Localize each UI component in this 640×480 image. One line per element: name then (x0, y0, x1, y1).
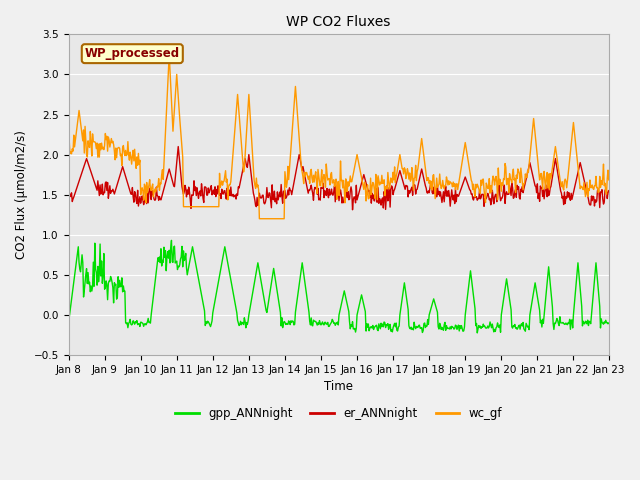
Y-axis label: CO2 Flux (μmol/m2/s): CO2 Flux (μmol/m2/s) (15, 130, 28, 259)
wc_gf (406, 170, 413, 176)
gpp_ANNnight (474, 330, 481, 336)
wc_gf (214, 204, 222, 210)
gpp_ANNnight (130, 319, 138, 325)
wc_gf (255, 216, 263, 222)
er_ANNnight (349, 207, 356, 213)
Line: er_ANNnight: er_ANNnight (68, 146, 609, 210)
X-axis label: Time: Time (324, 380, 353, 393)
Line: gpp_ANNnight: gpp_ANNnight (68, 240, 609, 333)
wc_gf (74, 114, 82, 120)
er_ANNnight (406, 190, 413, 196)
gpp_ANNnight (421, 320, 429, 326)
gpp_ANNnight (186, 260, 193, 266)
gpp_ANNnight (74, 244, 82, 250)
wc_gf (605, 177, 612, 183)
gpp_ANNnight (214, 281, 222, 287)
wc_gf (186, 204, 193, 210)
er_ANNnight (422, 183, 429, 189)
Text: WP_processed: WP_processed (84, 47, 180, 60)
er_ANNnight (65, 193, 72, 199)
gpp_ANNnight (405, 323, 413, 329)
er_ANNnight (174, 144, 182, 149)
er_ANNnight (186, 189, 193, 195)
wc_gf (65, 144, 72, 150)
wc_gf (165, 51, 173, 57)
Line: wc_gf: wc_gf (68, 54, 609, 219)
wc_gf (130, 158, 138, 164)
gpp_ANNnight (65, 320, 72, 326)
er_ANNnight (74, 180, 82, 186)
gpp_ANNnight (605, 320, 612, 326)
wc_gf (422, 166, 429, 171)
Legend: gpp_ANNnight, er_ANNnight, wc_gf: gpp_ANNnight, er_ANNnight, wc_gf (170, 403, 507, 425)
er_ANNnight (214, 183, 222, 189)
er_ANNnight (130, 199, 138, 205)
Title: WP CO2 Fluxes: WP CO2 Fluxes (287, 15, 391, 29)
gpp_ANNnight (168, 238, 175, 243)
er_ANNnight (605, 188, 612, 193)
